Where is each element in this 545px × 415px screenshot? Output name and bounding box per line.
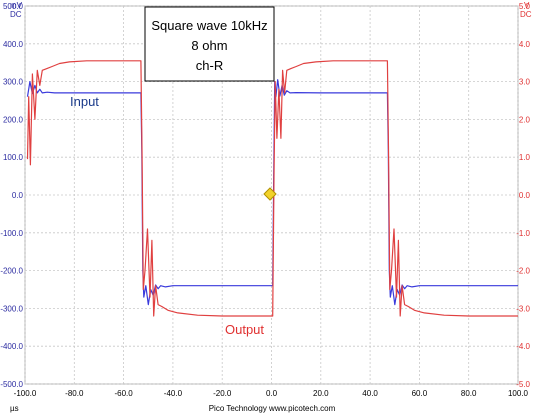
series-layer	[26, 60, 518, 317]
right-tick-label: 5.0	[519, 2, 531, 11]
left-tick-label: 400.0	[3, 40, 24, 49]
x-tick-label: -80.0	[65, 389, 84, 398]
right-tick-label: 4.0	[519, 40, 531, 49]
right-tick-label: -4.0	[516, 342, 530, 351]
left-tick-label: -400.0	[0, 342, 23, 351]
left-tick-label: 300.0	[3, 78, 24, 87]
x-tick-label: 60.0	[412, 389, 428, 398]
x-tick-label: -40.0	[164, 389, 183, 398]
left-tick-label: 100.0	[3, 153, 24, 162]
x-tick-label: -60.0	[114, 389, 133, 398]
x-axis-unit: µs	[10, 404, 19, 413]
right-tick-label: -3.0	[516, 304, 530, 313]
x-tick-label: 80.0	[461, 389, 477, 398]
x-tick-label: 100.0	[508, 389, 529, 398]
x-tick-label: 0.0	[266, 389, 278, 398]
title-line-1: Square wave 10kHz	[151, 18, 267, 33]
right-axis-ticks: 5.0 4.0 3.0 2.0 1.0 0.0 -1.0 -2.0 -3.0 -4.0 -5.0	[516, 2, 530, 389]
right-tick-label: -2.0	[516, 267, 530, 276]
output-series-label: Output	[225, 322, 264, 337]
right-tick-label: 2.0	[519, 115, 531, 124]
right-axis-unit-top: V	[524, 1, 530, 10]
x-tick-label: 20.0	[313, 389, 329, 398]
left-axis-unit-bottom: DC	[10, 10, 22, 19]
title-box: Square wave 10kHz 8 ohm ch-R	[144, 6, 275, 82]
right-tick-label: -5.0	[516, 380, 530, 389]
title-box-frame	[144, 6, 275, 82]
right-tick-label: 3.0	[519, 78, 531, 87]
left-tick-label: -100.0	[0, 229, 23, 238]
left-tick-label: -300.0	[0, 304, 23, 313]
footer-brand: Pico Technology www.picotech.com	[209, 404, 336, 413]
right-tick-label: 1.0	[519, 153, 531, 162]
left-axis-ticks: 500.0 400.0 300.0 200.0 100.0 0.0 -100.0 -200.0…	[0, 2, 23, 389]
title-line-2: 8 ohm	[191, 38, 227, 53]
x-axis-ticks: -100.0 -80.0 -60.0 -40.0 -20.0 0.0 20.0 40.0 60.…	[14, 389, 529, 398]
title-line-3: ch-R	[196, 58, 223, 73]
left-tick-label: 500.0	[3, 2, 24, 11]
left-axis-unit-top: mV	[10, 1, 23, 10]
input-series-label: Input	[70, 94, 99, 109]
left-tick-label: -500.0	[0, 380, 23, 389]
x-tick-label: 40.0	[362, 389, 378, 398]
x-tick-label: -100.0	[14, 389, 37, 398]
left-tick-label: 0.0	[12, 191, 24, 200]
right-axis-unit-bottom: DC	[520, 10, 532, 19]
x-tick-label: -20.0	[213, 389, 232, 398]
right-tick-label: 0.0	[519, 191, 531, 200]
series-output-line	[26, 60, 518, 317]
left-tick-label: 200.0	[3, 115, 24, 124]
left-tick-label: -200.0	[0, 267, 23, 276]
trigger-marker[interactable]	[263, 187, 277, 201]
right-tick-label: -1.0	[516, 229, 530, 238]
